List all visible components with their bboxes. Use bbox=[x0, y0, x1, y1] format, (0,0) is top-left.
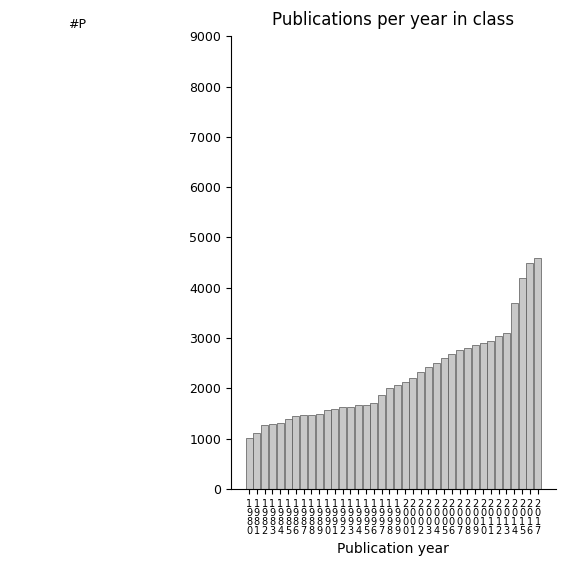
Bar bbox=[503, 333, 510, 489]
Bar bbox=[331, 409, 338, 489]
Bar bbox=[300, 415, 307, 489]
Bar bbox=[339, 407, 346, 489]
Title: Publications per year in class: Publications per year in class bbox=[272, 11, 514, 29]
Bar bbox=[511, 303, 518, 489]
Bar bbox=[308, 414, 315, 489]
Bar bbox=[316, 414, 323, 489]
Bar bbox=[425, 367, 432, 489]
Bar bbox=[393, 385, 401, 489]
Bar bbox=[433, 363, 440, 489]
Bar bbox=[487, 341, 494, 489]
Bar bbox=[269, 424, 276, 489]
Bar bbox=[285, 420, 291, 489]
Bar bbox=[261, 425, 268, 489]
Bar bbox=[456, 350, 463, 489]
Bar bbox=[355, 405, 362, 489]
Bar bbox=[401, 382, 409, 489]
Bar bbox=[480, 343, 486, 489]
Bar bbox=[293, 416, 299, 489]
Bar bbox=[362, 405, 370, 489]
Bar bbox=[409, 378, 416, 489]
X-axis label: Publication year: Publication year bbox=[337, 542, 449, 556]
Bar bbox=[324, 410, 331, 489]
Bar bbox=[464, 348, 471, 489]
Bar bbox=[526, 263, 534, 489]
Text: #P: #P bbox=[68, 18, 86, 31]
Bar bbox=[534, 257, 541, 489]
Bar bbox=[378, 395, 385, 489]
Bar bbox=[277, 423, 284, 489]
Bar bbox=[518, 278, 526, 489]
Bar bbox=[347, 407, 354, 489]
Bar bbox=[495, 336, 502, 489]
Bar bbox=[246, 438, 253, 489]
Bar bbox=[448, 354, 455, 489]
Bar bbox=[441, 358, 447, 489]
Bar bbox=[472, 345, 479, 489]
Bar bbox=[417, 372, 424, 489]
Bar bbox=[386, 388, 393, 489]
Bar bbox=[370, 404, 378, 489]
Bar bbox=[253, 433, 260, 489]
